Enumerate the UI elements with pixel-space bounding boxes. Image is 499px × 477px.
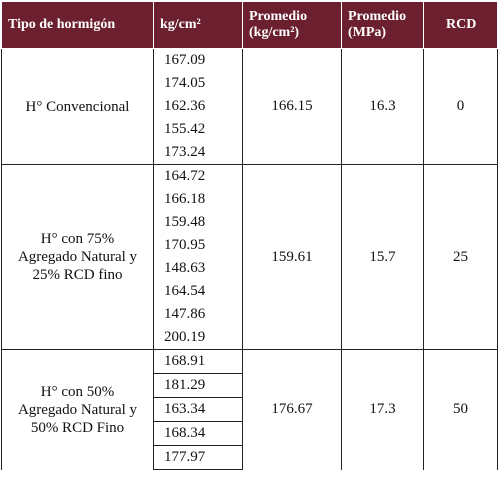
table-row: 170.95 [2, 234, 498, 257]
table-row: 166.18 [2, 188, 498, 211]
value-cell: 147.86 [153, 303, 243, 326]
value-cell: 164.54 [153, 280, 243, 303]
value-cell: 148.63 [153, 257, 243, 280]
rcd-cell: 0 [423, 48, 498, 165]
header-rcd: RCD [423, 1, 498, 49]
table-row: H° con 75% Agregado Natural y 25% RCD fi… [1, 164, 498, 350]
value-cell: 173.24 [153, 141, 243, 165]
promedio-kg-cell: 166.15 [242, 48, 342, 165]
header-promedio-mpa-line1: Promedio [348, 9, 407, 24]
group-name-line: Agregado Natural y [17, 249, 138, 265]
header-tipo: Tipo de hormigón [1, 1, 154, 49]
value-cell: 170.95 [153, 234, 243, 257]
value-cell: 164.72 [153, 164, 243, 188]
rcd-cell: 50 [423, 349, 498, 470]
group-name-line: H° Convencional [25, 98, 130, 115]
header-kg: kg/cm² [153, 1, 243, 49]
group-name-line: H° con 75% [40, 231, 115, 247]
promedio-kg-cell: 176.67 [242, 349, 342, 470]
header-promedio-mpa: Promedio (MPa) [341, 1, 424, 49]
results-table: Tipo de hormigón kg/cm² Promedio (kg/cm²… [1, 1, 498, 470]
header-promedio-kg-line1: Promedio [249, 9, 308, 24]
value-cell: 168.91 [153, 349, 243, 374]
table-row: 177.97 [2, 445, 498, 470]
value-cell: 159.48 [153, 211, 243, 234]
table-row: H° Convencional 167.09 166.15 16.3 0 [1, 48, 498, 165]
value-cell: 166.18 [153, 188, 243, 211]
table-row: 163.34 [2, 397, 498, 422]
value-cell: 181.29 [153, 373, 243, 398]
group-name-cell: H° Convencional [1, 48, 154, 165]
table-row: 148.63 [2, 257, 498, 280]
promedio-mpa-cell: 16.3 [341, 48, 424, 165]
rcd-cell: 25 [423, 164, 498, 350]
table-row: H° con 50% Agregado Natural y 50% RCD Fi… [1, 349, 498, 470]
value-cell: 177.97 [153, 445, 243, 470]
group-name-line: 25% RCD fino [32, 267, 123, 283]
header-row: Tipo de hormigón kg/cm² Promedio (kg/cm²… [1, 1, 498, 49]
value-cell: 174.05 [153, 72, 243, 95]
table-row: 174.05 [2, 72, 498, 95]
promedio-kg-cell: 159.61 [242, 164, 342, 350]
table-row: 200.19 [2, 326, 498, 350]
table-row: 159.48 [2, 211, 498, 234]
group-name-line: H° con 50% [40, 383, 115, 400]
value-cell: 162.36 [153, 95, 243, 118]
header-promedio-kg: Promedio (kg/cm²) [242, 1, 342, 49]
promedio-mpa-cell: 17.3 [341, 349, 424, 470]
header-promedio-mpa-line2: (MPa) [348, 25, 387, 40]
value-cell: 155.42 [153, 118, 243, 141]
promedio-mpa-cell: 15.7 [341, 164, 424, 350]
group-name-line: 50% RCD Fino [30, 419, 125, 436]
group-name-cell: H° con 75% Agregado Natural y 25% RCD fi… [1, 164, 154, 350]
value-cell: 167.09 [153, 48, 243, 72]
table-row: 173.24 [2, 141, 498, 165]
table-row: 155.42 [2, 118, 498, 141]
table-row: 162.36 [2, 95, 498, 118]
table-row: 168.34 [2, 421, 498, 446]
value-cell: 200.19 [153, 326, 243, 350]
value-cell: 168.34 [153, 421, 243, 446]
table-row: 147.86 [2, 303, 498, 326]
value-cell: 163.34 [153, 397, 243, 422]
group-name-line: Agregado Natural y [17, 401, 138, 418]
header-promedio-kg-line2: (kg/cm²) [249, 25, 300, 40]
group-name-cell: H° con 50% Agregado Natural y 50% RCD Fi… [1, 349, 154, 470]
table-row: 164.54 [2, 280, 498, 303]
